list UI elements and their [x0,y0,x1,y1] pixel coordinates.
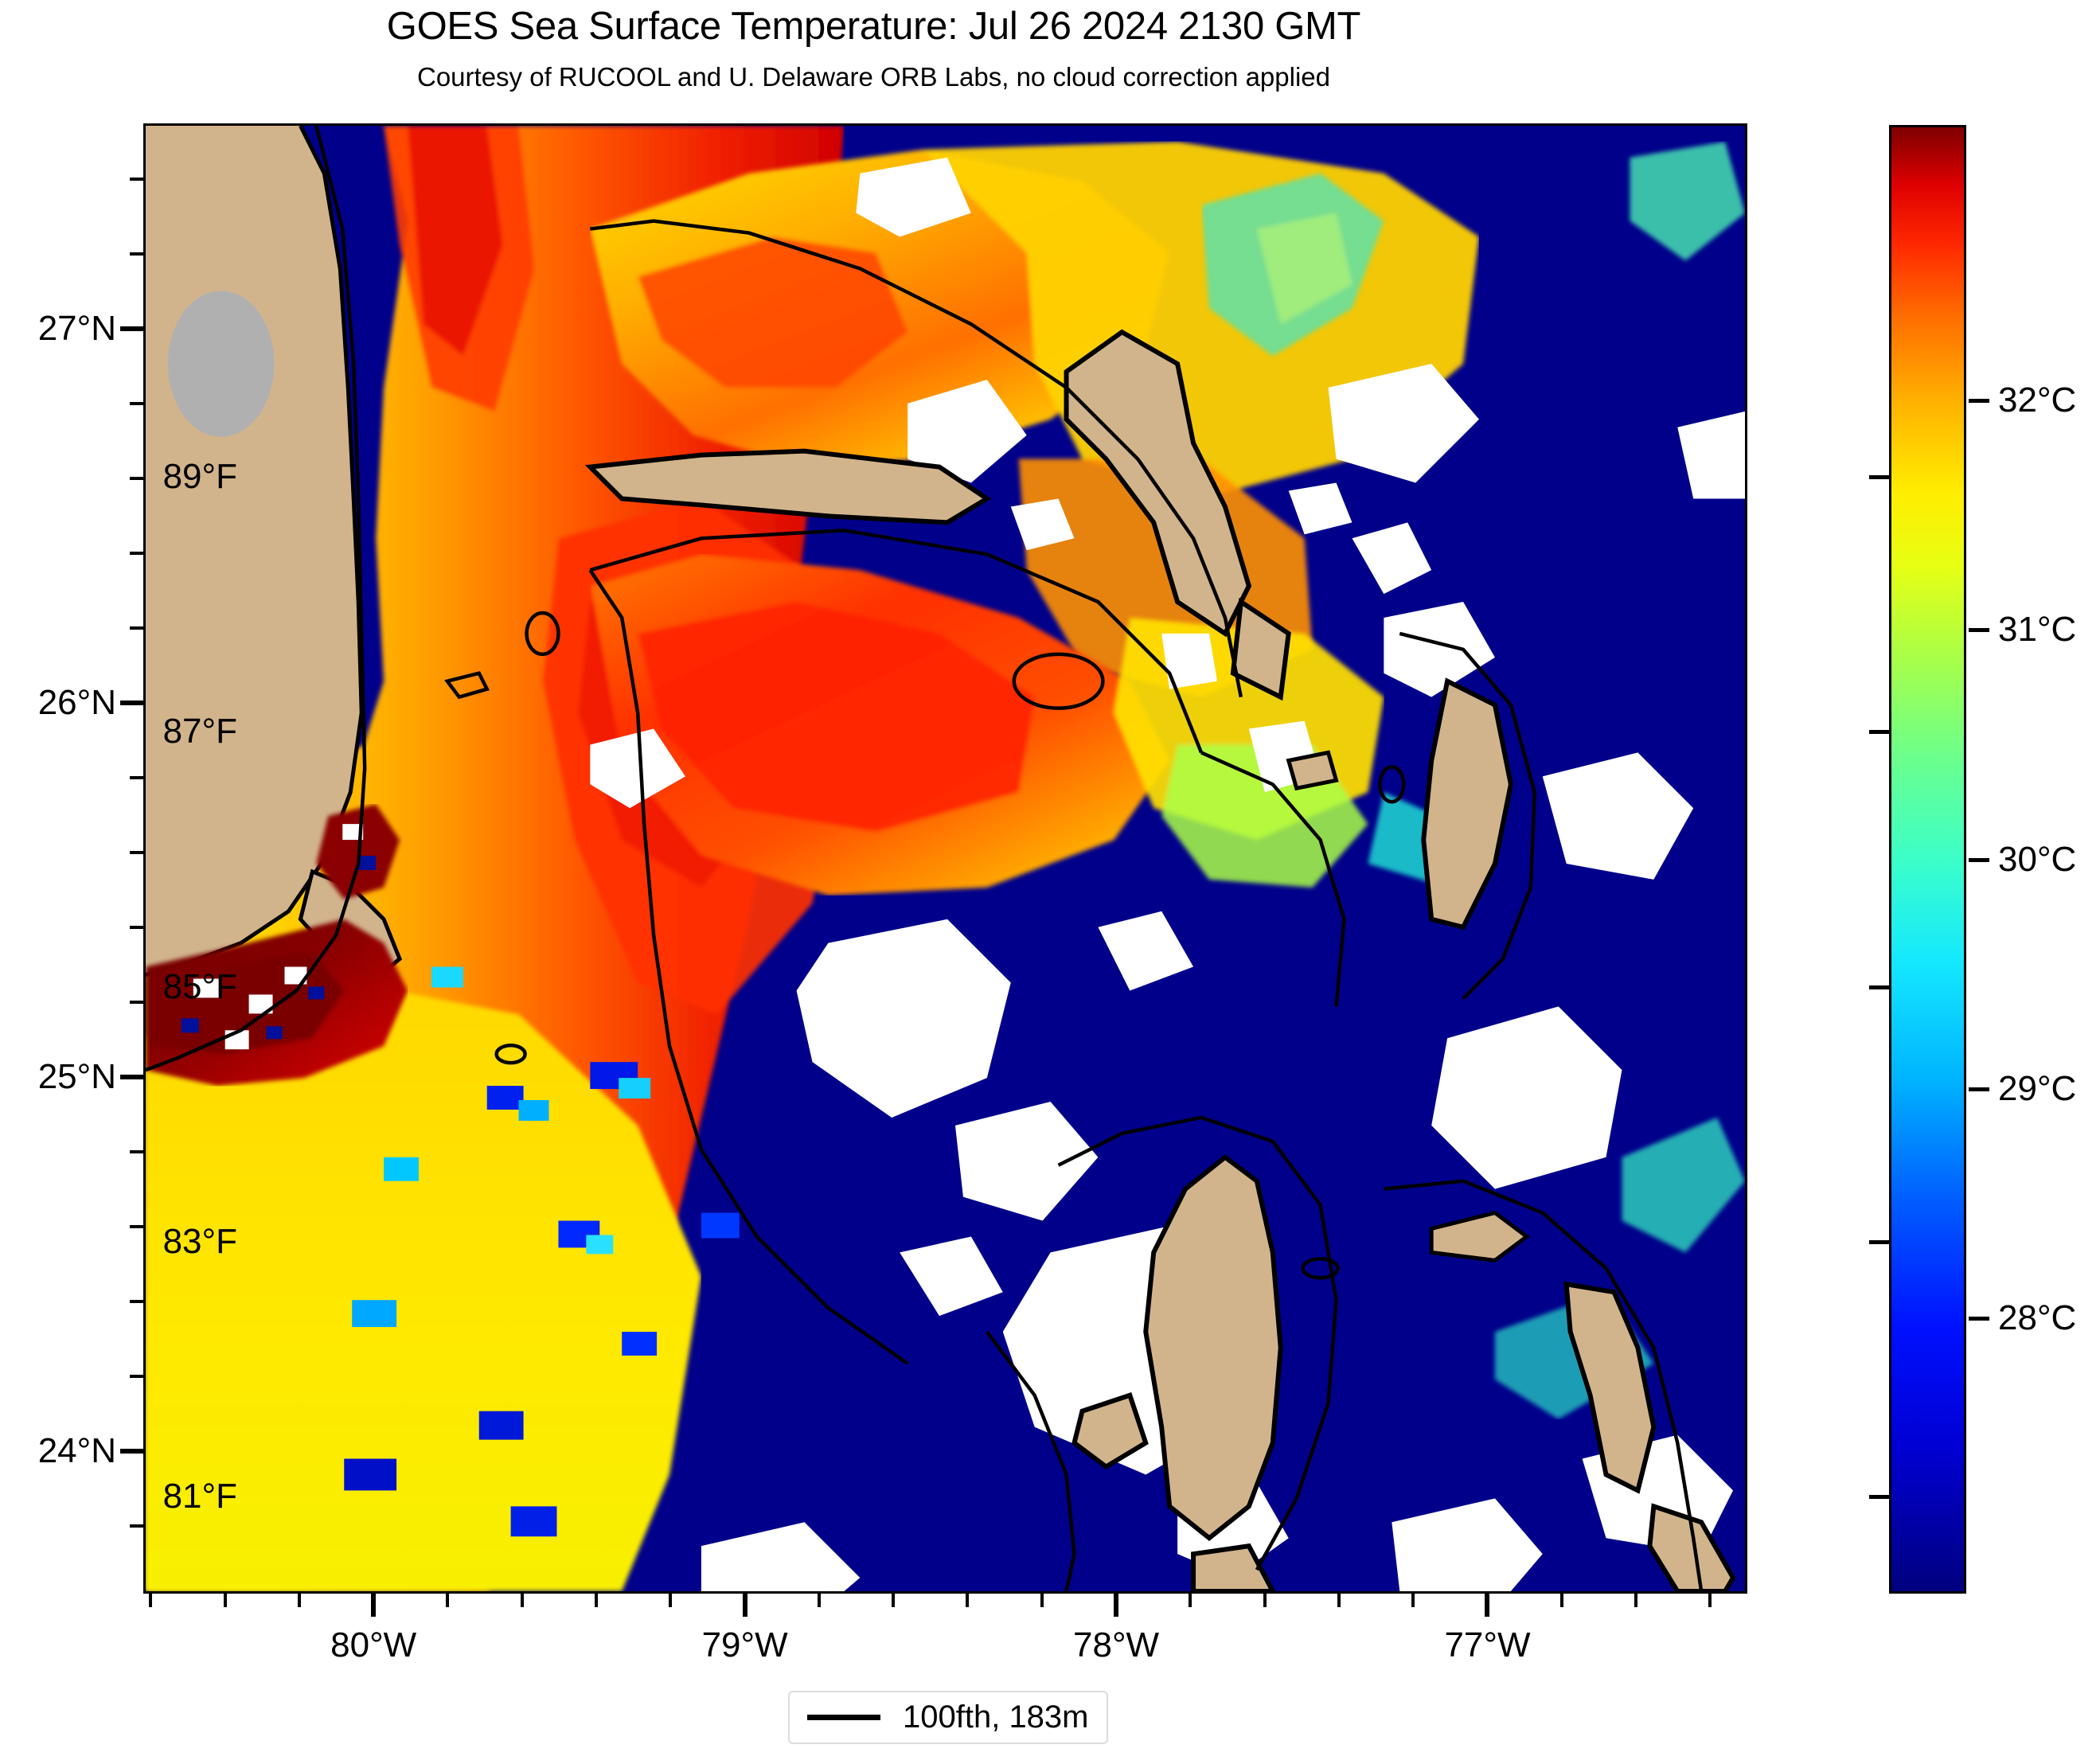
y-axis-minor-tick [130,1300,143,1304]
x-axis-minor-tick [223,1594,227,1607]
y-axis-minor-tick [130,477,143,481]
y-axis-major-tick [120,700,143,706]
colorbar-celsius-tick [1969,1317,1989,1321]
colorbar-celsius-label: 28°C [1998,1298,2077,1338]
y-axis-minor-tick [130,1150,143,1154]
colorbar-fahrenheit-label: 87°F [162,712,237,751]
bathymetry-100-fathom-contour [146,126,1704,1591]
x-axis-minor-tick [1708,1594,1712,1607]
page-title: GOES Sea Surface Temperature: Jul 26 202… [386,5,1361,48]
colorbar-fahrenheit-label: 83°F [162,1221,237,1261]
colorbar-celsius-label: 30°C [1998,839,2077,879]
colorbar-fahrenheit-label: 85°F [162,966,237,1006]
x-axis-minor-tick [966,1594,970,1607]
x-axis-minor-tick [817,1594,821,1607]
colorbar-celsius-label: 32°C [1998,380,2077,420]
x-axis-label: 77°W [1444,1625,1531,1664]
florida-coastline [146,126,364,977]
x-axis-minor-tick [1559,1594,1563,1607]
x-axis-minor-tick [1337,1594,1341,1607]
x-axis-minor-tick [1040,1594,1044,1607]
y-axis-major-tick [120,326,143,332]
colorbar-fahrenheit-tick [1869,1239,1890,1244]
x-axis-major-tick [742,1594,747,1617]
y-axis-minor-tick [130,252,143,256]
colorbar-fahrenheit-label: 89°F [162,457,237,497]
colorbar-fahrenheit-tick [1869,1495,1890,1500]
bathymetry-legend[interactable]: 100fth, 183m [788,1691,1108,1744]
x-axis-minor-tick [520,1594,524,1607]
new-providence-island [1286,750,1339,791]
sst-colorbar[interactable] [1889,125,1966,1594]
y-axis-major-tick [120,1449,143,1454]
y-axis-minor-tick [130,776,143,780]
colorbar-celsius-tick [1969,857,1989,862]
sst-raster [146,126,1745,1591]
colorbar-gradient [1891,127,1964,1591]
x-axis-minor-tick [1411,1594,1415,1607]
sw-shelf-field [146,982,701,1591]
y-axis-label: 25°N [37,1057,116,1097]
x-axis-label: 80°W [330,1625,417,1664]
colorbar-celsius-tick [1969,1087,1989,1091]
x-axis-minor-tick [297,1594,301,1607]
grand-bahama-island [584,448,992,525]
y-axis-minor-tick [130,1225,143,1229]
y-axis-label: 24°N [37,1431,116,1471]
colorbar-celsius-tick [1969,628,1989,633]
great-exuma-island [1429,1210,1530,1262]
y-axis-minor-tick [130,851,143,855]
x-axis-minor-tick [1189,1594,1192,1607]
y-axis-minor-tick [130,926,143,930]
lake-okeechobee [167,291,275,437]
x-axis-minor-tick [149,1594,153,1607]
andros-island [1071,1153,1283,1591]
x-axis-minor-tick [595,1594,599,1607]
x-axis-minor-tick [892,1594,896,1607]
y-axis-minor-tick [130,1001,143,1005]
colorbar-fahrenheit-tick [1869,475,1890,480]
y-axis-minor-tick [130,1524,143,1528]
y-axis-major-tick [120,1075,143,1080]
contour-line-label: 100fth, 183m [903,1700,1089,1735]
x-axis-label: 78°W [1073,1625,1160,1664]
y-axis-label: 26°N [37,683,116,723]
x-axis-major-tick [371,1594,377,1617]
colorbar-celsius-label: 29°C [1998,1068,2077,1108]
colorbar-fahrenheit-tick [1869,730,1890,735]
page-subtitle: Courtesy of RUCOOL and U. Delaware ORB L… [417,62,1330,92]
x-axis-major-tick [1485,1594,1490,1617]
x-axis-minor-tick [669,1594,673,1607]
x-axis-label: 79°W [701,1625,788,1664]
map-plot-area[interactable] [143,123,1747,1594]
colorbar-fahrenheit-tick [1869,985,1890,989]
cool-water-filaments [1201,141,1745,1419]
x-axis-minor-tick [446,1594,450,1607]
x-axis-major-tick [1114,1594,1119,1617]
cat-island [1563,1281,1657,1494]
y-axis-minor-tick [130,1375,143,1379]
y-axis-minor-tick [130,402,143,406]
colorbar-celsius-tick [1969,398,1989,403]
x-axis-minor-tick [1263,1594,1267,1607]
y-axis-minor-tick [130,552,143,556]
great-abaco-island [1064,329,1291,701]
long-island [1647,1503,1736,1591]
contour-line-swatch [807,1715,880,1720]
y-axis-minor-tick [130,178,143,181]
colorbar-celsius-label: 31°C [1998,610,2077,650]
y-axis-label: 27°N [37,309,116,349]
eleuthera-island [1421,677,1513,931]
colorbar-fahrenheit-label: 81°F [162,1477,237,1516]
cloud-cool-speckles [344,966,740,1537]
y-axis-minor-tick [130,626,143,630]
x-axis-minor-tick [1634,1594,1638,1607]
